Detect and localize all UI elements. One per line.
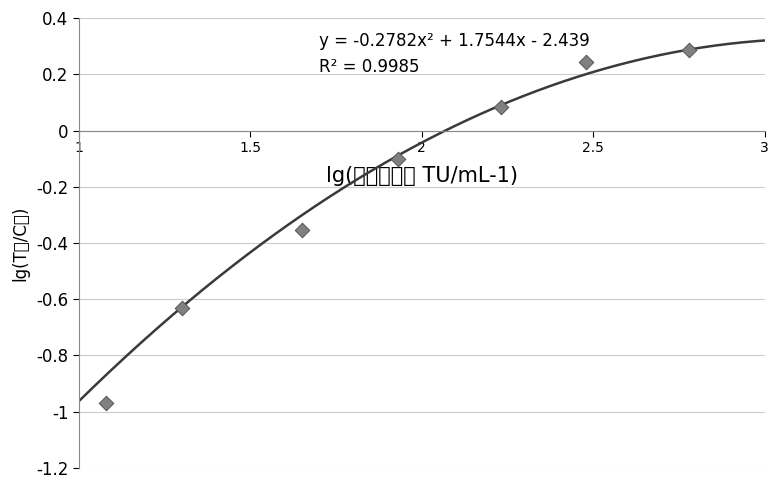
Point <box>296 226 308 234</box>
Point <box>392 155 404 163</box>
X-axis label: lg(标准品浓度 TU/mL-1): lg(标准品浓度 TU/mL-1) <box>326 166 518 186</box>
Text: y = -0.2782x² + 1.7544x - 2.439
R² = 0.9985: y = -0.2782x² + 1.7544x - 2.439 R² = 0.9… <box>319 31 590 76</box>
Point <box>100 399 112 407</box>
Point <box>580 58 593 66</box>
Point <box>682 47 695 54</box>
Y-axis label: lg(T值/C值): lg(T值/C值) <box>11 205 29 281</box>
Point <box>495 103 507 111</box>
Point <box>176 304 188 312</box>
